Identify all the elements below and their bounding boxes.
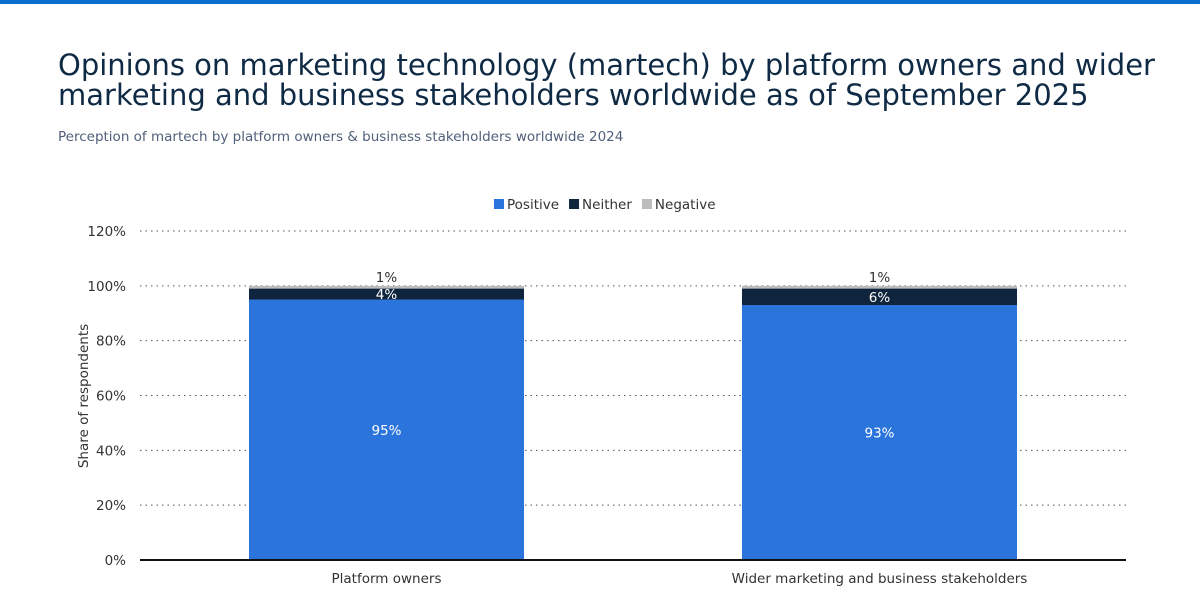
chart-title: Opinions on marketing technology (martec… xyxy=(58,48,1155,112)
bar-segment-negative xyxy=(742,285,1017,289)
legend-label-neither: Neither xyxy=(582,197,632,213)
y-tick-label: 120% xyxy=(87,224,126,240)
bar-segment-positive xyxy=(249,299,524,560)
y-tick-label: 60% xyxy=(96,389,126,405)
bar-segment-positive xyxy=(742,305,1017,560)
data-label: 1% xyxy=(376,270,398,286)
data-label: 1% xyxy=(869,270,891,286)
legend-label-positive: Positive xyxy=(507,197,559,213)
y-tick-label: 20% xyxy=(96,498,126,514)
legend-swatch-neither xyxy=(569,199,580,209)
data-label: 93% xyxy=(864,426,894,442)
data-label: 4% xyxy=(376,287,398,303)
data-label: 6% xyxy=(869,290,891,306)
y-axis-label: Share of respondents xyxy=(76,324,92,468)
y-tick-label: 0% xyxy=(105,553,127,569)
top-accent-bar xyxy=(0,0,1200,4)
bar-segment-neither xyxy=(742,288,1017,306)
legend-swatch-positive xyxy=(494,199,504,209)
bar-segment-negative xyxy=(249,285,524,289)
y-tick-label: 40% xyxy=(96,443,126,459)
data-label: 95% xyxy=(371,423,401,439)
x-tick-label: Wider marketing and business stakeholder… xyxy=(732,571,1028,587)
legend-label-negative: Negative xyxy=(655,197,716,213)
legend-swatch-negative xyxy=(641,199,652,209)
x-tick-label: Platform owners xyxy=(332,571,442,587)
y-tick-label: 100% xyxy=(87,279,126,295)
bar-segment-neither xyxy=(249,288,524,300)
y-tick-label: 80% xyxy=(96,334,126,350)
chart-subtitle: Perception of martech by platform owners… xyxy=(58,129,624,145)
